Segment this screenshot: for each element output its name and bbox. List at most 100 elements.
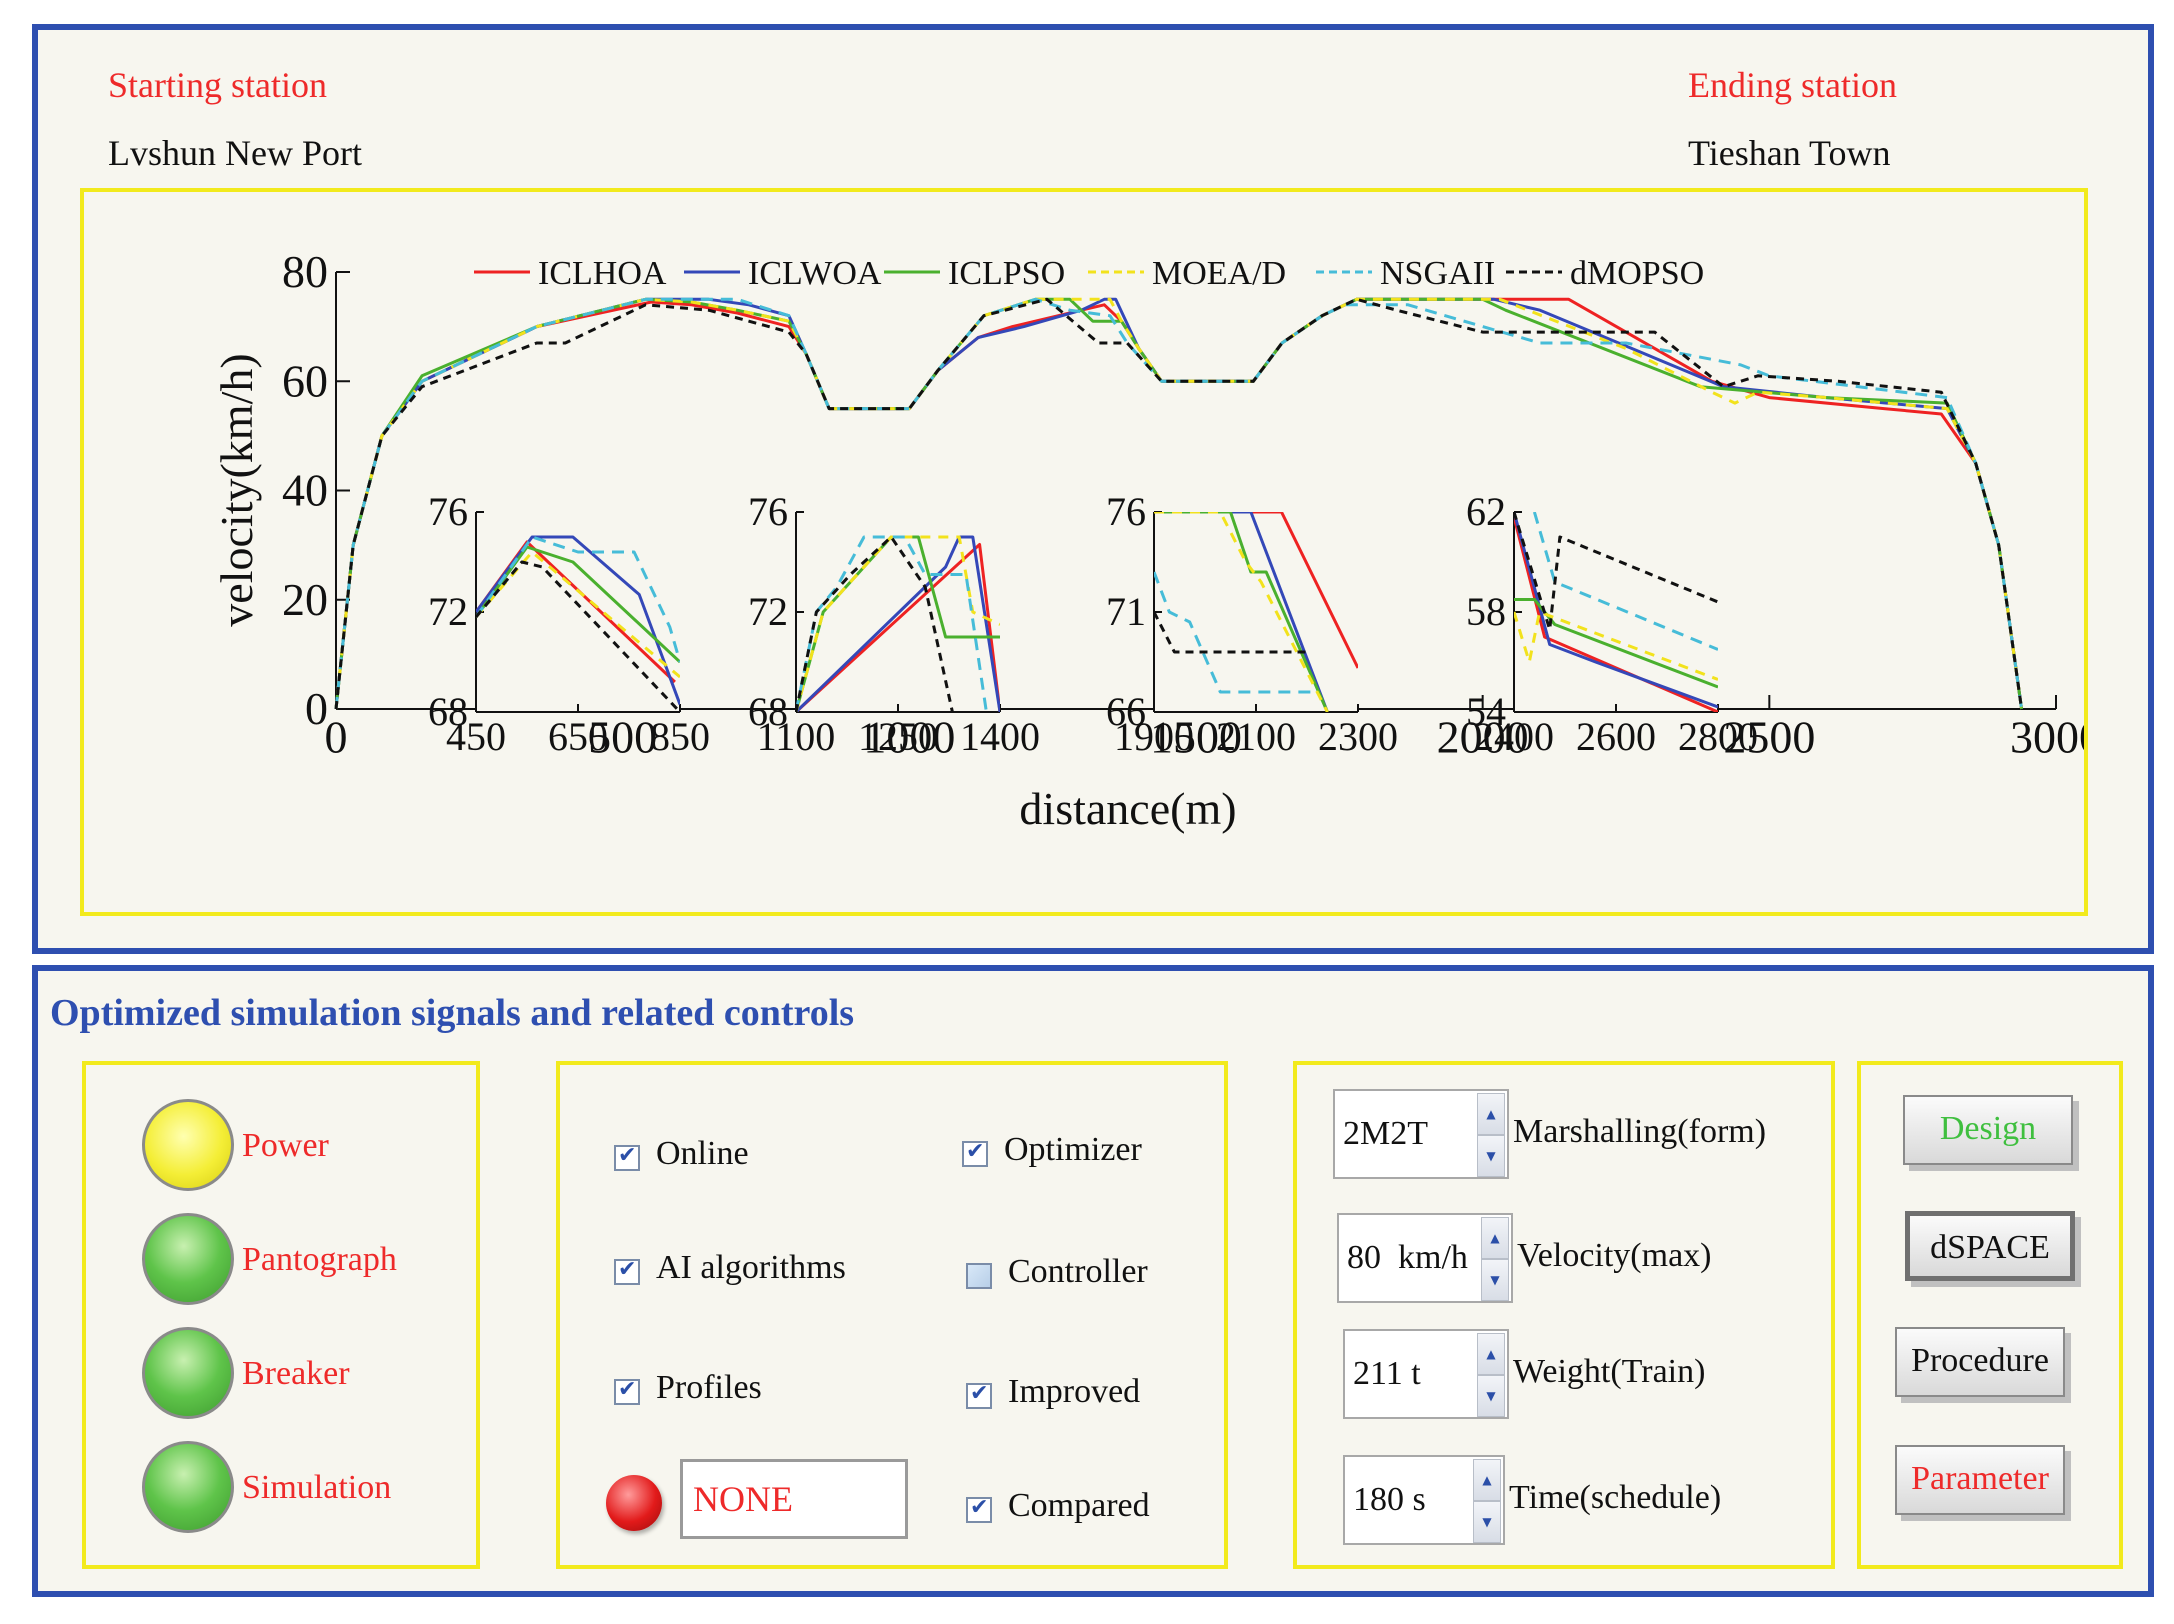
spin-down-icon[interactable]: ▼: [1473, 1501, 1501, 1543]
x-axis-label: distance(m): [1019, 783, 1236, 834]
train-weight-value: 211 t: [1353, 1355, 1421, 1392]
inset2-y-tick-label: 68: [748, 689, 788, 734]
velocity-max-value: 80 km/h: [1347, 1239, 1468, 1276]
zoom-inset-3: 1900 2100 2300 66 71 76: [1106, 489, 1398, 759]
options-checkbox-group: Online AI algorithms Profiles Optimizer …: [556, 1061, 1228, 1569]
inset-lines: [1154, 512, 1358, 712]
legend-label-iclhoa: ICLHOA: [538, 255, 667, 292]
optimizer-label: Optimizer: [1004, 1131, 1142, 1168]
velocity-max-spinner[interactable]: ▲ ▼: [1481, 1217, 1509, 1301]
inset4-x-tick-label: 2800: [1678, 714, 1758, 759]
inset3-line-nsgaii: [1154, 571, 1318, 694]
inset-lines: [476, 535, 680, 712]
inset4-x-tick-label: 2400: [1474, 714, 1554, 759]
starting-station-label: Starting station: [108, 65, 327, 105]
main-x-tick-label: 2000: [1437, 712, 1529, 763]
train-parameters-group: 2M2T ▲ ▼ Marshalling(form) 80 km/h ▲ ▼ Vel…: [1293, 1061, 1835, 1569]
spin-up-icon[interactable]: ▲: [1477, 1333, 1505, 1375]
inset4-line-dmopso: [1514, 512, 1718, 631]
controls-panel-title: Optimized simulation signals and related…: [50, 992, 855, 1034]
main-series-lines: [334, 297, 2024, 710]
inset2-x-tick-label: 1100: [757, 714, 836, 759]
main-y-tick-label: 0: [305, 683, 328, 734]
inset-lines: [796, 535, 1000, 712]
parameter-button[interactable]: Parameter: [1895, 1445, 2065, 1515]
inset1-line-dmopso: [476, 560, 680, 712]
optimizer-checkbox[interactable]: [962, 1139, 988, 1167]
pantograph-light-icon: [142, 1213, 234, 1305]
spin-down-icon[interactable]: ▼: [1481, 1259, 1509, 1301]
train-weight-input[interactable]: 211 t ▲ ▼: [1343, 1329, 1509, 1419]
legend-label-moead: MOEA/D: [1152, 255, 1286, 292]
ai-algorithms-checkbox[interactable]: [614, 1257, 640, 1285]
inset4-line-nsgaii: [1532, 512, 1718, 651]
schedule-time-spinner[interactable]: ▲ ▼: [1473, 1459, 1501, 1543]
inset3-line-iclpso: [1154, 512, 1329, 712]
compared-checkbox[interactable]: [966, 1495, 992, 1523]
online-checkbox[interactable]: [614, 1143, 640, 1171]
zoom-inset-2: 1100 1250 1400 68 72 76: [748, 489, 1040, 759]
main-y-tick-label: 60: [282, 355, 328, 406]
inset1-y-tick-label: 68: [428, 689, 468, 734]
improved-checkbox[interactable]: [966, 1381, 992, 1409]
controller-checkbox[interactable]: [966, 1263, 992, 1289]
inset4-x-tick-label: 2600: [1576, 714, 1656, 759]
velocity-profile-panel: Starting station Lvshun New Port Ending …: [32, 24, 2154, 954]
main-x-tick-label: 2500: [1723, 712, 1815, 763]
schedule-time-value: 180 s: [1353, 1481, 1426, 1518]
spin-down-icon[interactable]: ▼: [1477, 1375, 1505, 1417]
marshalling-spinner[interactable]: ▲ ▼: [1477, 1093, 1505, 1177]
main-line-nsgaii: [334, 297, 2024, 710]
inset3-y-tick-label: 66: [1106, 689, 1146, 734]
spin-down-icon[interactable]: ▼: [1477, 1135, 1505, 1177]
main-x-tick-label: 1500: [1150, 712, 1242, 763]
controls-panel: Optimized simulation signals and related…: [32, 965, 2154, 1597]
inset4-y-tick-label: 62: [1466, 489, 1506, 534]
inset2-line-iclhoa: [796, 543, 1000, 712]
status-indicator-icon: [606, 1475, 662, 1531]
dspace-button[interactable]: dSPACE: [1905, 1211, 2075, 1281]
starting-station-name: Lvshun New Port: [108, 133, 362, 173]
zoom-inset-4: 2400 2600 2800 54 58 62: [1466, 489, 1758, 759]
main-x-tick-label: 500: [588, 712, 657, 763]
marshalling-value: 2M2T: [1343, 1115, 1428, 1152]
online-label: Online: [656, 1135, 749, 1172]
pantograph-label: Pantograph: [242, 1241, 397, 1278]
ai-algorithms-label: AI algorithms: [656, 1249, 846, 1286]
design-button[interactable]: Design: [1903, 1095, 2073, 1165]
train-weight-spinner[interactable]: ▲ ▼: [1477, 1333, 1505, 1417]
procedure-button[interactable]: Procedure: [1895, 1327, 2065, 1397]
inset1-x-tick-label: 650: [548, 714, 608, 759]
inset2-x-tick-label: 1250: [858, 714, 938, 759]
spin-up-icon[interactable]: ▲: [1477, 1093, 1505, 1135]
spin-up-icon[interactable]: ▲: [1481, 1217, 1509, 1259]
simulation-light-icon: [142, 1441, 234, 1533]
inset2-y-tick-label: 76: [748, 489, 788, 534]
velocity-max-input[interactable]: 80 km/h ▲ ▼: [1337, 1213, 1513, 1303]
inset-background: [1514, 512, 1718, 712]
signal-lights-group: Power Pantograph Breaker Simulation: [82, 1061, 480, 1569]
ending-station-name: Tieshan Town: [1688, 133, 1891, 173]
profiles-label: Profiles: [656, 1369, 762, 1406]
inset1-line-nsgaii: [476, 535, 680, 663]
marshalling-input[interactable]: 2M2T ▲ ▼: [1333, 1089, 1509, 1179]
power-light-icon: [142, 1099, 234, 1191]
simulation-label: Simulation: [242, 1469, 392, 1506]
spin-up-icon[interactable]: ▲: [1473, 1459, 1501, 1501]
status-field[interactable]: NONE: [680, 1459, 908, 1539]
inset2-line-nsgaii: [796, 535, 988, 712]
profiles-checkbox[interactable]: [614, 1377, 640, 1405]
main-line-dmopso: [334, 297, 2024, 710]
chart-legend: ICLHOA ICLWOA ICLPSO MOEA/D NSGAII dMOPSO: [474, 255, 1704, 292]
inset3-line-iclwoa: [1154, 512, 1329, 712]
main-x-tick-label: 0: [325, 712, 348, 763]
inset3-line-dmopso: [1154, 611, 1307, 654]
action-buttons-group: Design dSPACE Procedure Parameter: [1857, 1061, 2123, 1569]
inset3-x-tick-label: 2300: [1318, 714, 1398, 759]
inset2-x-tick-label: 1400: [960, 714, 1040, 759]
legend-label-dmopso: dMOPSO: [1570, 255, 1704, 292]
legend-label-nsgaii: NSGAII: [1380, 255, 1495, 292]
schedule-time-input[interactable]: 180 s ▲ ▼: [1343, 1455, 1505, 1545]
